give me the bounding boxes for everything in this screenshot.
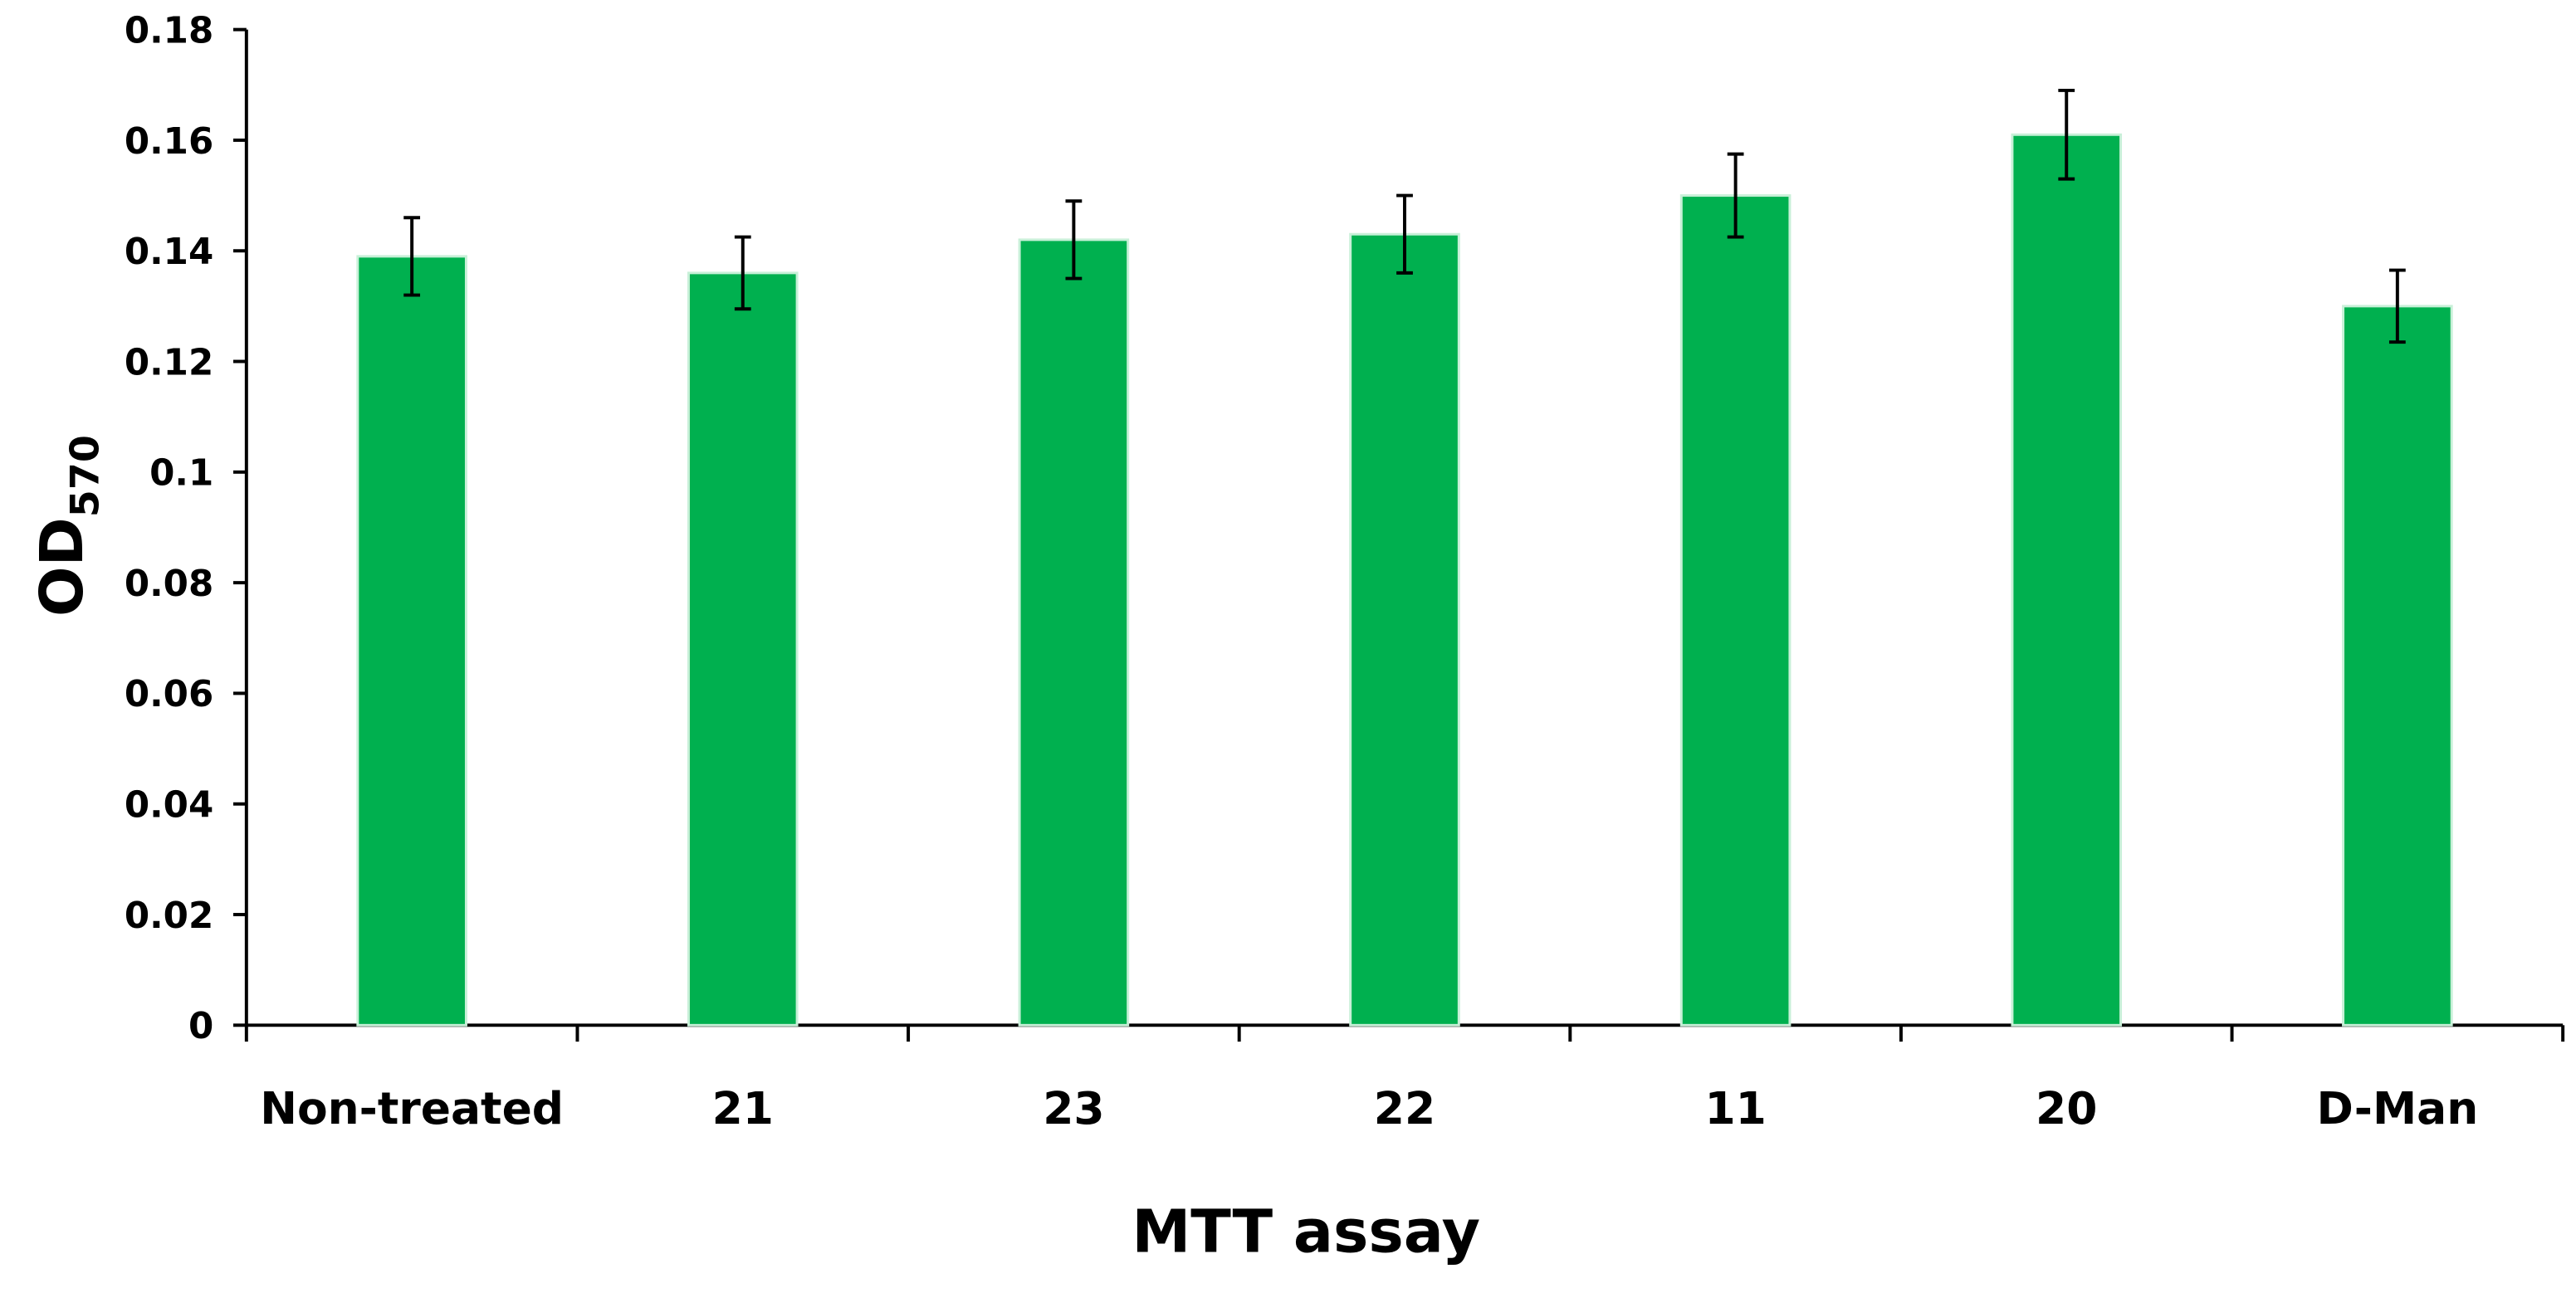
x-axis-title: MTT assay [1132, 1197, 1480, 1266]
y-tick-label: 0.06 [125, 674, 213, 715]
x-tick-label: 21 [712, 1082, 774, 1134]
x-tick-label: 23 [1043, 1082, 1104, 1134]
bar [1349, 232, 1460, 1027]
bar [2011, 133, 2123, 1027]
bar [1018, 238, 1130, 1027]
y-axis-title-subscript: 570 [63, 435, 109, 517]
y-tick-label: 0.1 [149, 453, 213, 495]
x-tick-label: Non-treated [260, 1082, 564, 1134]
x-tick-label: 11 [1704, 1082, 1766, 1134]
error-bar [1396, 193, 1413, 275]
error-bar [1065, 199, 1083, 281]
bar [2342, 305, 2453, 1027]
error-bar [403, 216, 421, 297]
error-bar [2388, 268, 2406, 344]
error-bar [1727, 152, 1744, 239]
y-tick-label: 0.04 [125, 785, 213, 827]
y-tick-label: 0 [188, 1006, 213, 1047]
bar [1679, 194, 1791, 1027]
y-axis-title-main: OD [27, 517, 96, 617]
y-axis-title: OD570 [27, 435, 109, 617]
y-tick-label: 0.12 [125, 342, 213, 383]
x-tick-label: 22 [1374, 1082, 1435, 1134]
y-tick-label: 0.02 [125, 895, 213, 937]
x-tick-label: D-Man [2316, 1082, 2478, 1134]
y-tick-label: 0.18 [125, 10, 213, 51]
bar [356, 255, 467, 1027]
bar [687, 271, 799, 1027]
x-tick-label: 20 [2036, 1082, 2097, 1134]
error-bar [734, 235, 751, 311]
y-tick-label: 0.08 [125, 564, 213, 605]
y-tick-label: 0.14 [125, 232, 213, 273]
error-bar [2058, 88, 2075, 181]
y-tick-label: 0.16 [125, 121, 213, 163]
